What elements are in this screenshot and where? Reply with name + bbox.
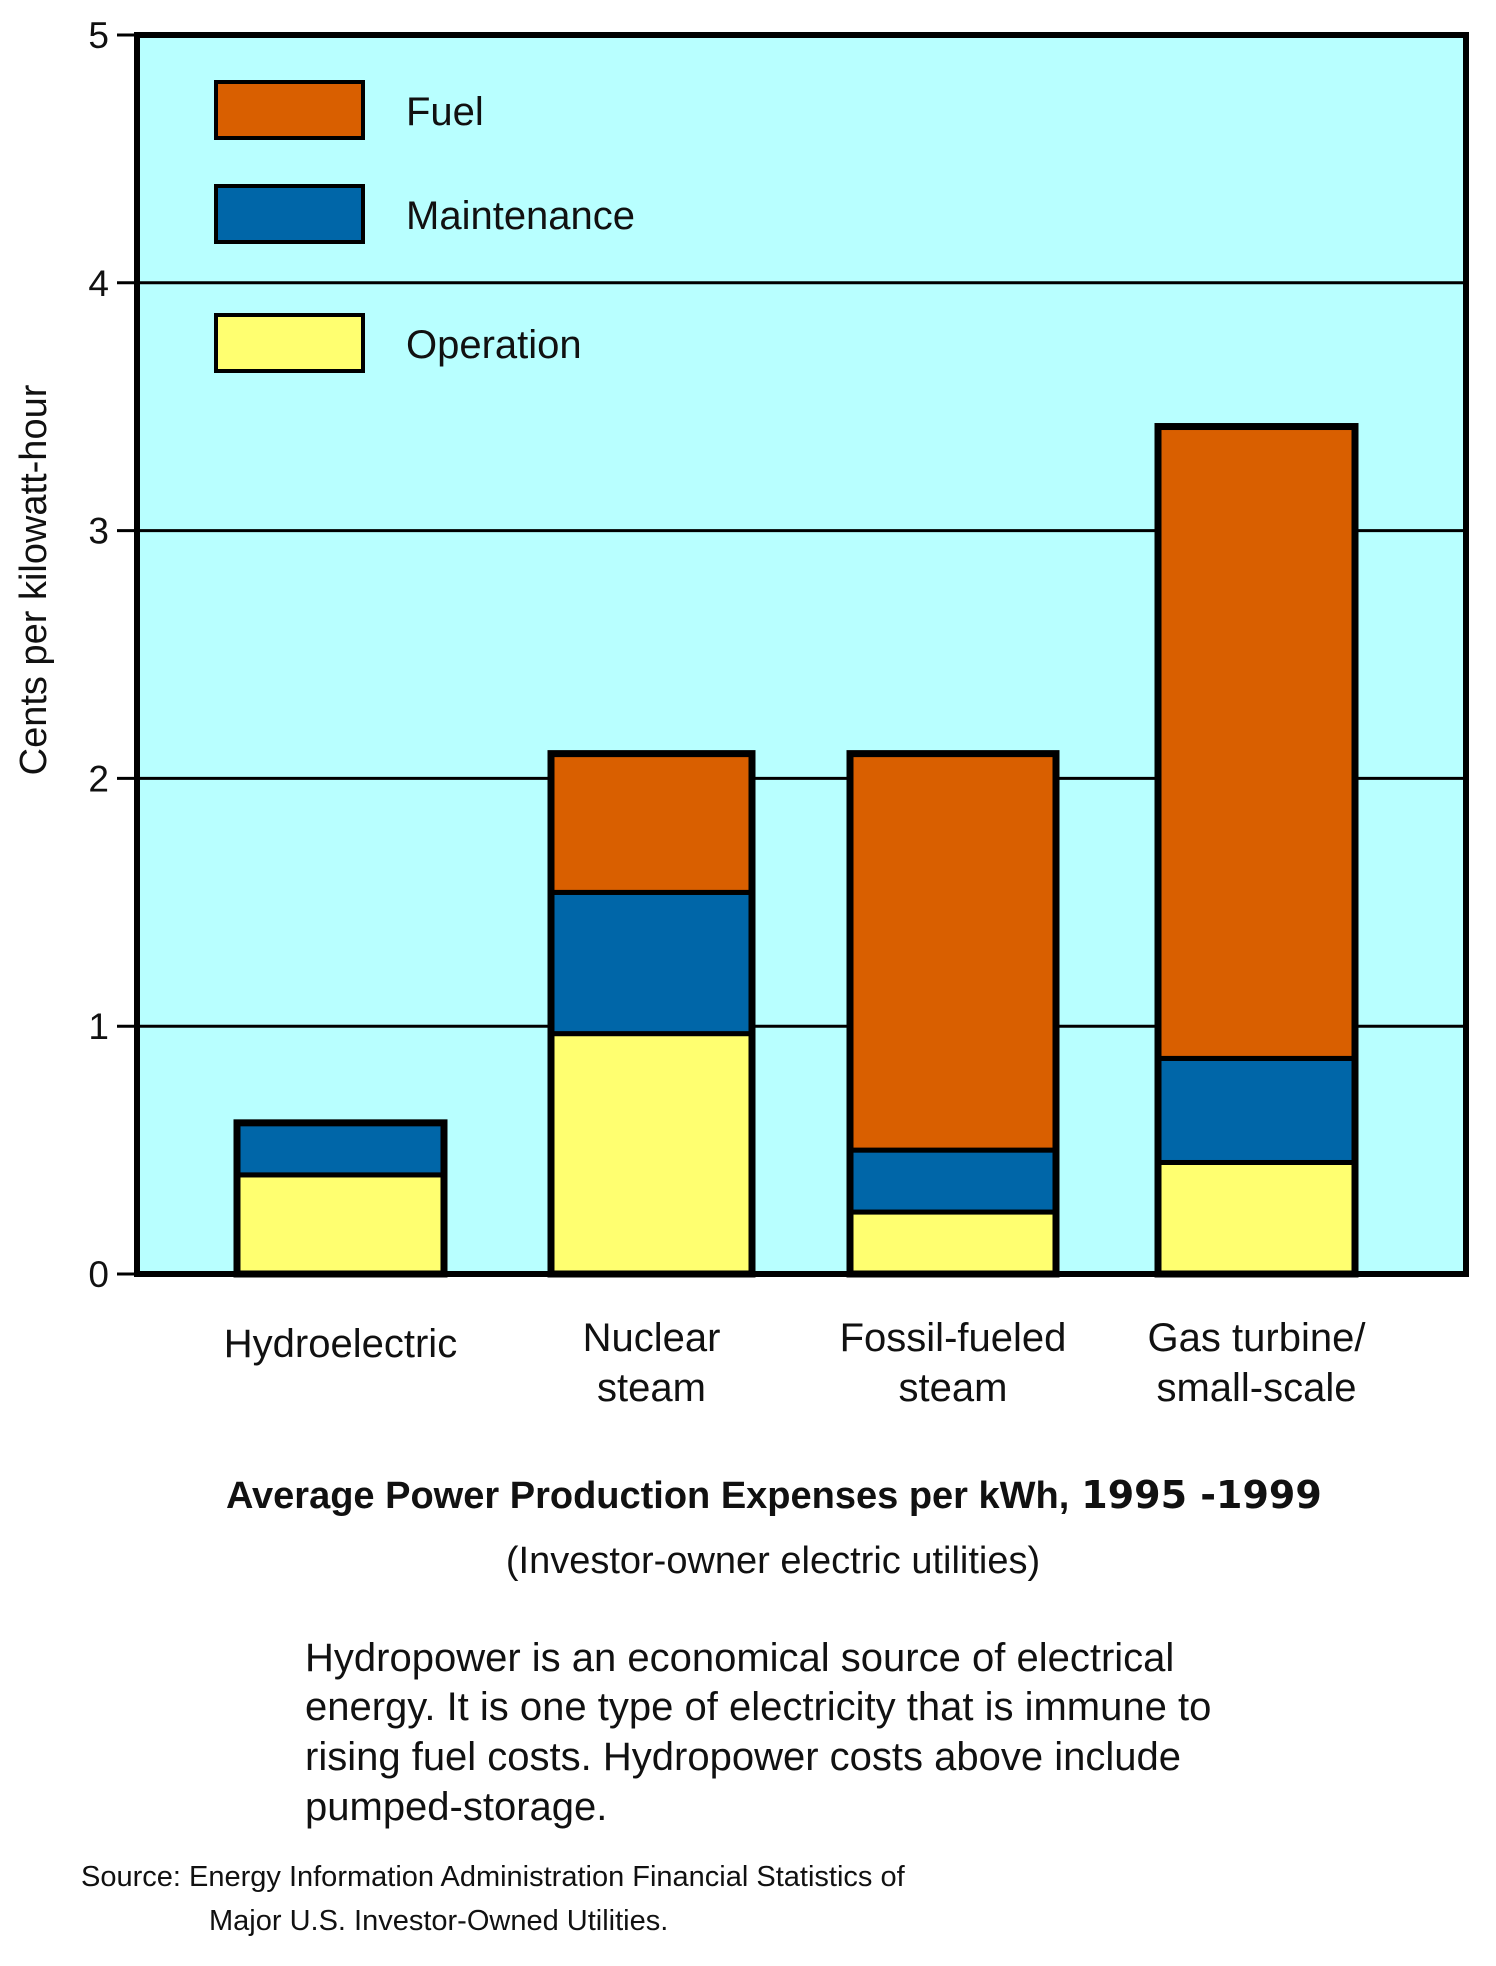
- chart-title-years: 1995 -1999: [1081, 1473, 1322, 1517]
- y-axis-label: Cents per kilowatt-hour: [13, 384, 55, 775]
- chart-subtitle: (Investor-owner electric utilities): [506, 1540, 1040, 1582]
- legend-label-operation: Operation: [406, 323, 582, 367]
- source-line: Source: Energy Information Administratio…: [81, 1861, 906, 1893]
- y-tick-label: 3: [88, 511, 109, 552]
- bar-segment-operation: [847, 1209, 1059, 1277]
- plot-frame: [134, 32, 1469, 1277]
- chart-title-main: Average Power Production Expenses per kW…: [226, 1475, 1069, 1517]
- category-label: small-scale: [1156, 1366, 1356, 1410]
- legend-swatch-fuel: [214, 80, 365, 140]
- bar-segment-maintenance: [548, 889, 755, 1037]
- legend-swatch-operation: [214, 313, 365, 373]
- category-label: Nuclear: [583, 1316, 721, 1360]
- bar-segment-operation: [548, 1031, 755, 1277]
- category-label: Fossil-fueled: [840, 1316, 1067, 1360]
- bar-segment-maintenance: [847, 1147, 1059, 1215]
- bar-segment-fuel: [548, 751, 755, 895]
- bars: [233, 423, 1359, 1278]
- bar-stack: [1154, 423, 1359, 1278]
- bar-stack: [547, 750, 756, 1278]
- legend-swatch-maintenance: [214, 184, 365, 244]
- bar-stack: [846, 750, 1060, 1278]
- caption-line: energy. It is one type of electricity th…: [305, 1685, 1211, 1729]
- bar-segment-operation: [1155, 1159, 1358, 1277]
- y-tick-label: 0: [88, 1254, 109, 1295]
- category-label: Gas turbine/: [1148, 1316, 1367, 1360]
- legend-label-maintenance: Maintenance: [406, 194, 635, 238]
- bar-segment-maintenance: [1155, 1055, 1358, 1165]
- y-tick-labels: 0 1 2 3 4 5: [88, 15, 109, 1295]
- bar-segment-maintenance: [234, 1120, 447, 1178]
- bar-segment-fuel: [847, 751, 1059, 1153]
- bar-outline: [233, 1119, 448, 1278]
- caption-line: rising fuel costs. Hydropower costs abov…: [305, 1735, 1181, 1779]
- caption-line: Hydropower is an economical source of el…: [305, 1636, 1174, 1680]
- category-labels: Hydroelectric Nuclear steam Fossil-fueled st…: [224, 1316, 1367, 1410]
- bar-outline: [547, 750, 756, 1278]
- y-tick-label: 4: [88, 263, 109, 304]
- bar-stack: [233, 1119, 448, 1278]
- caption-line: pumped-storage.: [305, 1785, 607, 1829]
- legend-label-fuel: Fuel: [406, 90, 484, 134]
- y-tick-label: 1: [88, 1006, 109, 1047]
- category-label: steam: [597, 1366, 706, 1410]
- bar-outline: [846, 750, 1060, 1278]
- y-tick-label: 5: [88, 15, 109, 56]
- bar-segment-operation: [234, 1172, 447, 1277]
- category-label: Hydroelectric: [224, 1322, 457, 1366]
- legend: Fuel Maintenance Operation: [214, 80, 635, 373]
- category-label: steam: [899, 1366, 1008, 1410]
- y-tick-label: 2: [88, 758, 109, 799]
- bar-outline: [1154, 423, 1359, 1278]
- chart-title: Average Power Production Expenses per kW…: [226, 1473, 1322, 1517]
- source-line: Major U.S. Investor-Owned Utilities.: [209, 1905, 668, 1937]
- bar-segment-fuel: [1155, 424, 1358, 1061]
